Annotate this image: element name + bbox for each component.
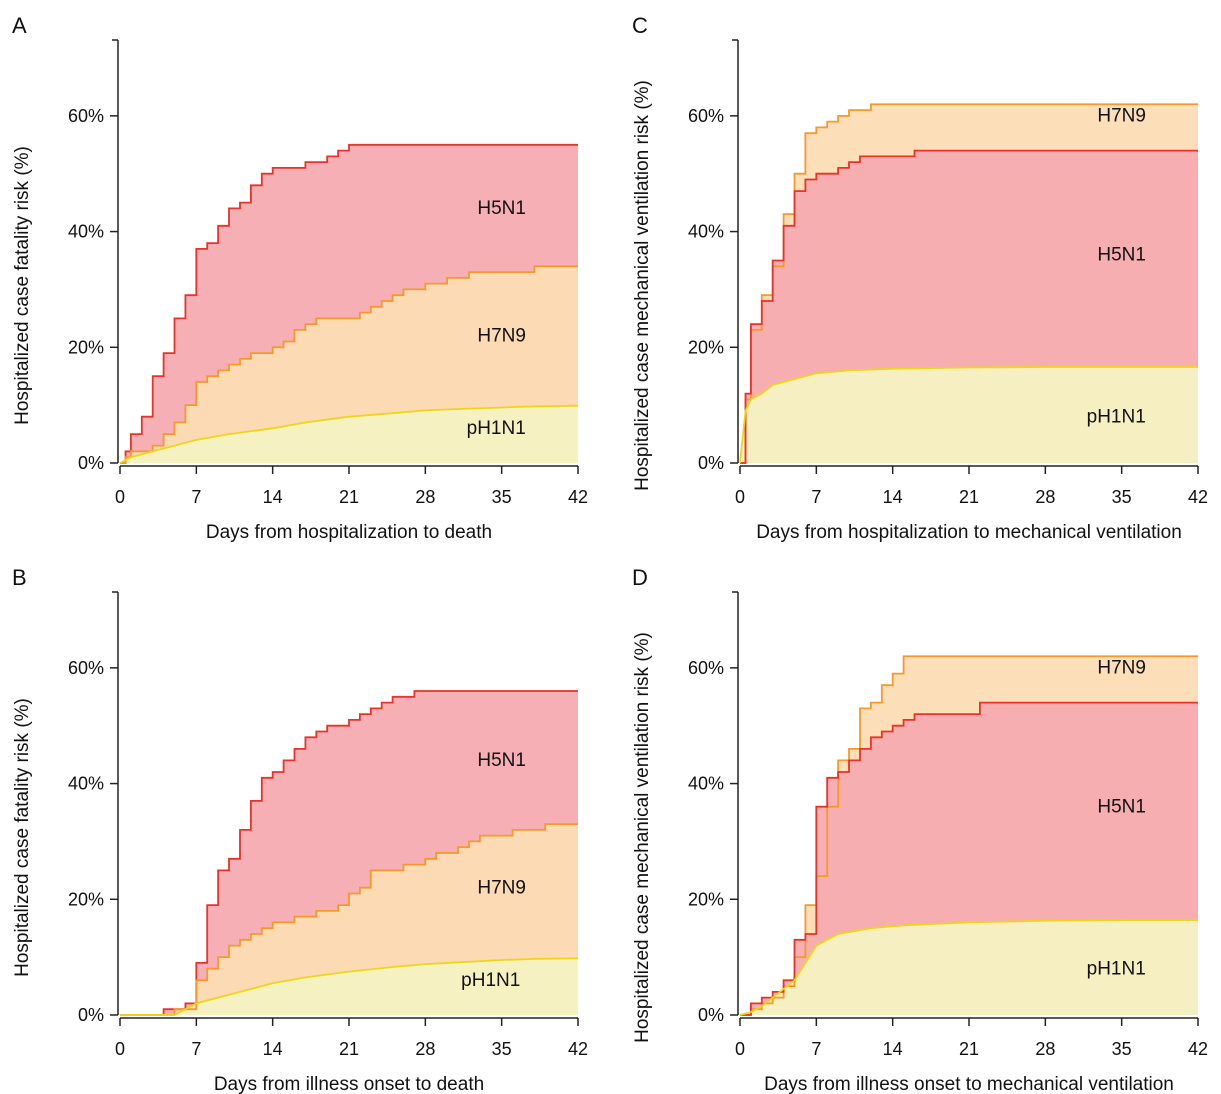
panel-letter: D: [632, 565, 648, 590]
x-tick-label: 0: [735, 487, 745, 507]
line-h7n9: [740, 655, 1198, 1016]
series-label-ph1n1: pH1N1: [1087, 407, 1146, 428]
y-tick-label: 0%: [698, 453, 724, 473]
y-tick-label: 60%: [688, 106, 724, 126]
y-axis-title: Hospitalized case fatality risk (%): [12, 146, 33, 425]
x-tick-label: 7: [191, 1039, 201, 1059]
line-h7n9: [740, 103, 1198, 464]
line-h5n1: [120, 143, 578, 464]
line-h7n9: [120, 823, 578, 1016]
x-tick-label: 14: [263, 487, 283, 507]
x-tick-label: 28: [1035, 1039, 1055, 1059]
x-tick-label: 14: [263, 1039, 283, 1059]
y-tick-label: 40%: [68, 774, 104, 794]
x-tick-label: 21: [959, 487, 979, 507]
x-tick-label: 42: [568, 487, 588, 507]
x-tick-label: 21: [339, 1039, 359, 1059]
x-tick-label: 42: [568, 1039, 588, 1059]
line-h7n9: [120, 265, 578, 464]
x-tick-label: 7: [191, 487, 201, 507]
line-h5n1: [120, 690, 578, 1016]
series-label-h5n1: H5N1: [477, 750, 526, 771]
y-tick-label: 60%: [68, 658, 104, 678]
x-tick-label: 35: [492, 487, 512, 507]
x-tick-label: 35: [1112, 1039, 1132, 1059]
y-axis-title: Hospitalized case mechanical ventilation…: [632, 632, 653, 1043]
area-ph1n1: [740, 367, 1198, 463]
area-ph1n1: [120, 958, 578, 1015]
y-tick-label: 20%: [68, 337, 104, 357]
series-label-ph1n1: pH1N1: [461, 970, 520, 991]
series-label-h7n9: H7N9: [1097, 106, 1146, 127]
series-label-h5n1: H5N1: [1097, 245, 1146, 266]
x-tick-label: 7: [811, 487, 821, 507]
x-tick-label: 14: [883, 487, 903, 507]
series-label-h5n1: H5N1: [1097, 797, 1146, 818]
series-label-h7n9: H7N9: [477, 878, 526, 899]
x-tick-label: 42: [1188, 1039, 1208, 1059]
y-tick-label: 40%: [688, 774, 724, 794]
x-tick-label: 21: [959, 1039, 979, 1059]
x-tick-label: 35: [492, 1039, 512, 1059]
area-ph1n1: [120, 405, 578, 463]
y-tick-label: 20%: [688, 889, 724, 909]
y-tick-label: 0%: [78, 453, 104, 473]
series-label-ph1n1: pH1N1: [467, 418, 526, 439]
panel-b: B 0% 20% 40% 60% 0 7 14 21 28 35 42 Days from illnes…: [12, 565, 588, 1094]
x-tick-label: 0: [735, 1039, 745, 1059]
series-label-h5n1: H5N1: [477, 198, 526, 219]
x-tick-label: 28: [415, 1039, 435, 1059]
x-tick-label: 7: [811, 1039, 821, 1059]
x-tick-label: 0: [115, 487, 125, 507]
y-axis-title: Hospitalized case mechanical ventilation…: [632, 80, 653, 491]
x-axis-title: Days from illness onset to mechanical ve…: [764, 1074, 1174, 1094]
x-tick-label: 21: [339, 487, 359, 507]
y-tick-label: 0%: [78, 1005, 104, 1025]
x-tick-label: 42: [1188, 487, 1208, 507]
line-ph1n1: [119, 404, 579, 464]
y-tick-label: 20%: [688, 337, 724, 357]
area-ph1n1: [740, 920, 1198, 1015]
x-tick-label: 0: [115, 1039, 125, 1059]
y-tick-label: 20%: [68, 889, 104, 909]
line-h5n1: [740, 701, 1198, 1016]
panel-letter: C: [632, 13, 648, 38]
line-ph1n1: [120, 957, 579, 1016]
x-tick-label: 14: [883, 1039, 903, 1059]
y-tick-label: 40%: [68, 222, 104, 242]
panel-letter: A: [12, 13, 27, 38]
y-axis-title: Hospitalized case fatality risk (%): [12, 698, 33, 977]
series-label-ph1n1: pH1N1: [1087, 959, 1146, 980]
line-h5n1: [740, 149, 1198, 464]
x-axis-title: Days from hospitalization to death: [206, 522, 492, 543]
line-ph1n1: [739, 366, 1198, 464]
y-tick-label: 40%: [688, 222, 724, 242]
y-tick-label: 60%: [688, 658, 724, 678]
panel-d: D 0% 20% 40% 60% 0 7 14 21 28 35 42 Days from illnes…: [632, 565, 1208, 1094]
panel-a: A 0% 20% 40% 60% 0 7 14 21 28 35 42 Days from hospit…: [12, 13, 588, 543]
x-axis-title: Days from illness onset to death: [214, 1074, 484, 1094]
y-tick-label: 60%: [68, 106, 104, 126]
series-label-h7n9: H7N9: [477, 326, 526, 347]
x-tick-label: 28: [1035, 487, 1055, 507]
panel-letter: B: [12, 565, 27, 590]
series-label-h7n9: H7N9: [1097, 658, 1146, 679]
x-tick-label: 35: [1112, 487, 1132, 507]
panel-c: C 0% 20% 40% 60% 0 7 14 21 28 35 42 Days from hospit…: [632, 13, 1208, 543]
y-tick-label: 0%: [698, 1005, 724, 1025]
x-axis-title: Days from hospitalization to mechanical …: [756, 522, 1182, 543]
x-tick-label: 28: [415, 487, 435, 507]
line-ph1n1: [739, 919, 1198, 1016]
